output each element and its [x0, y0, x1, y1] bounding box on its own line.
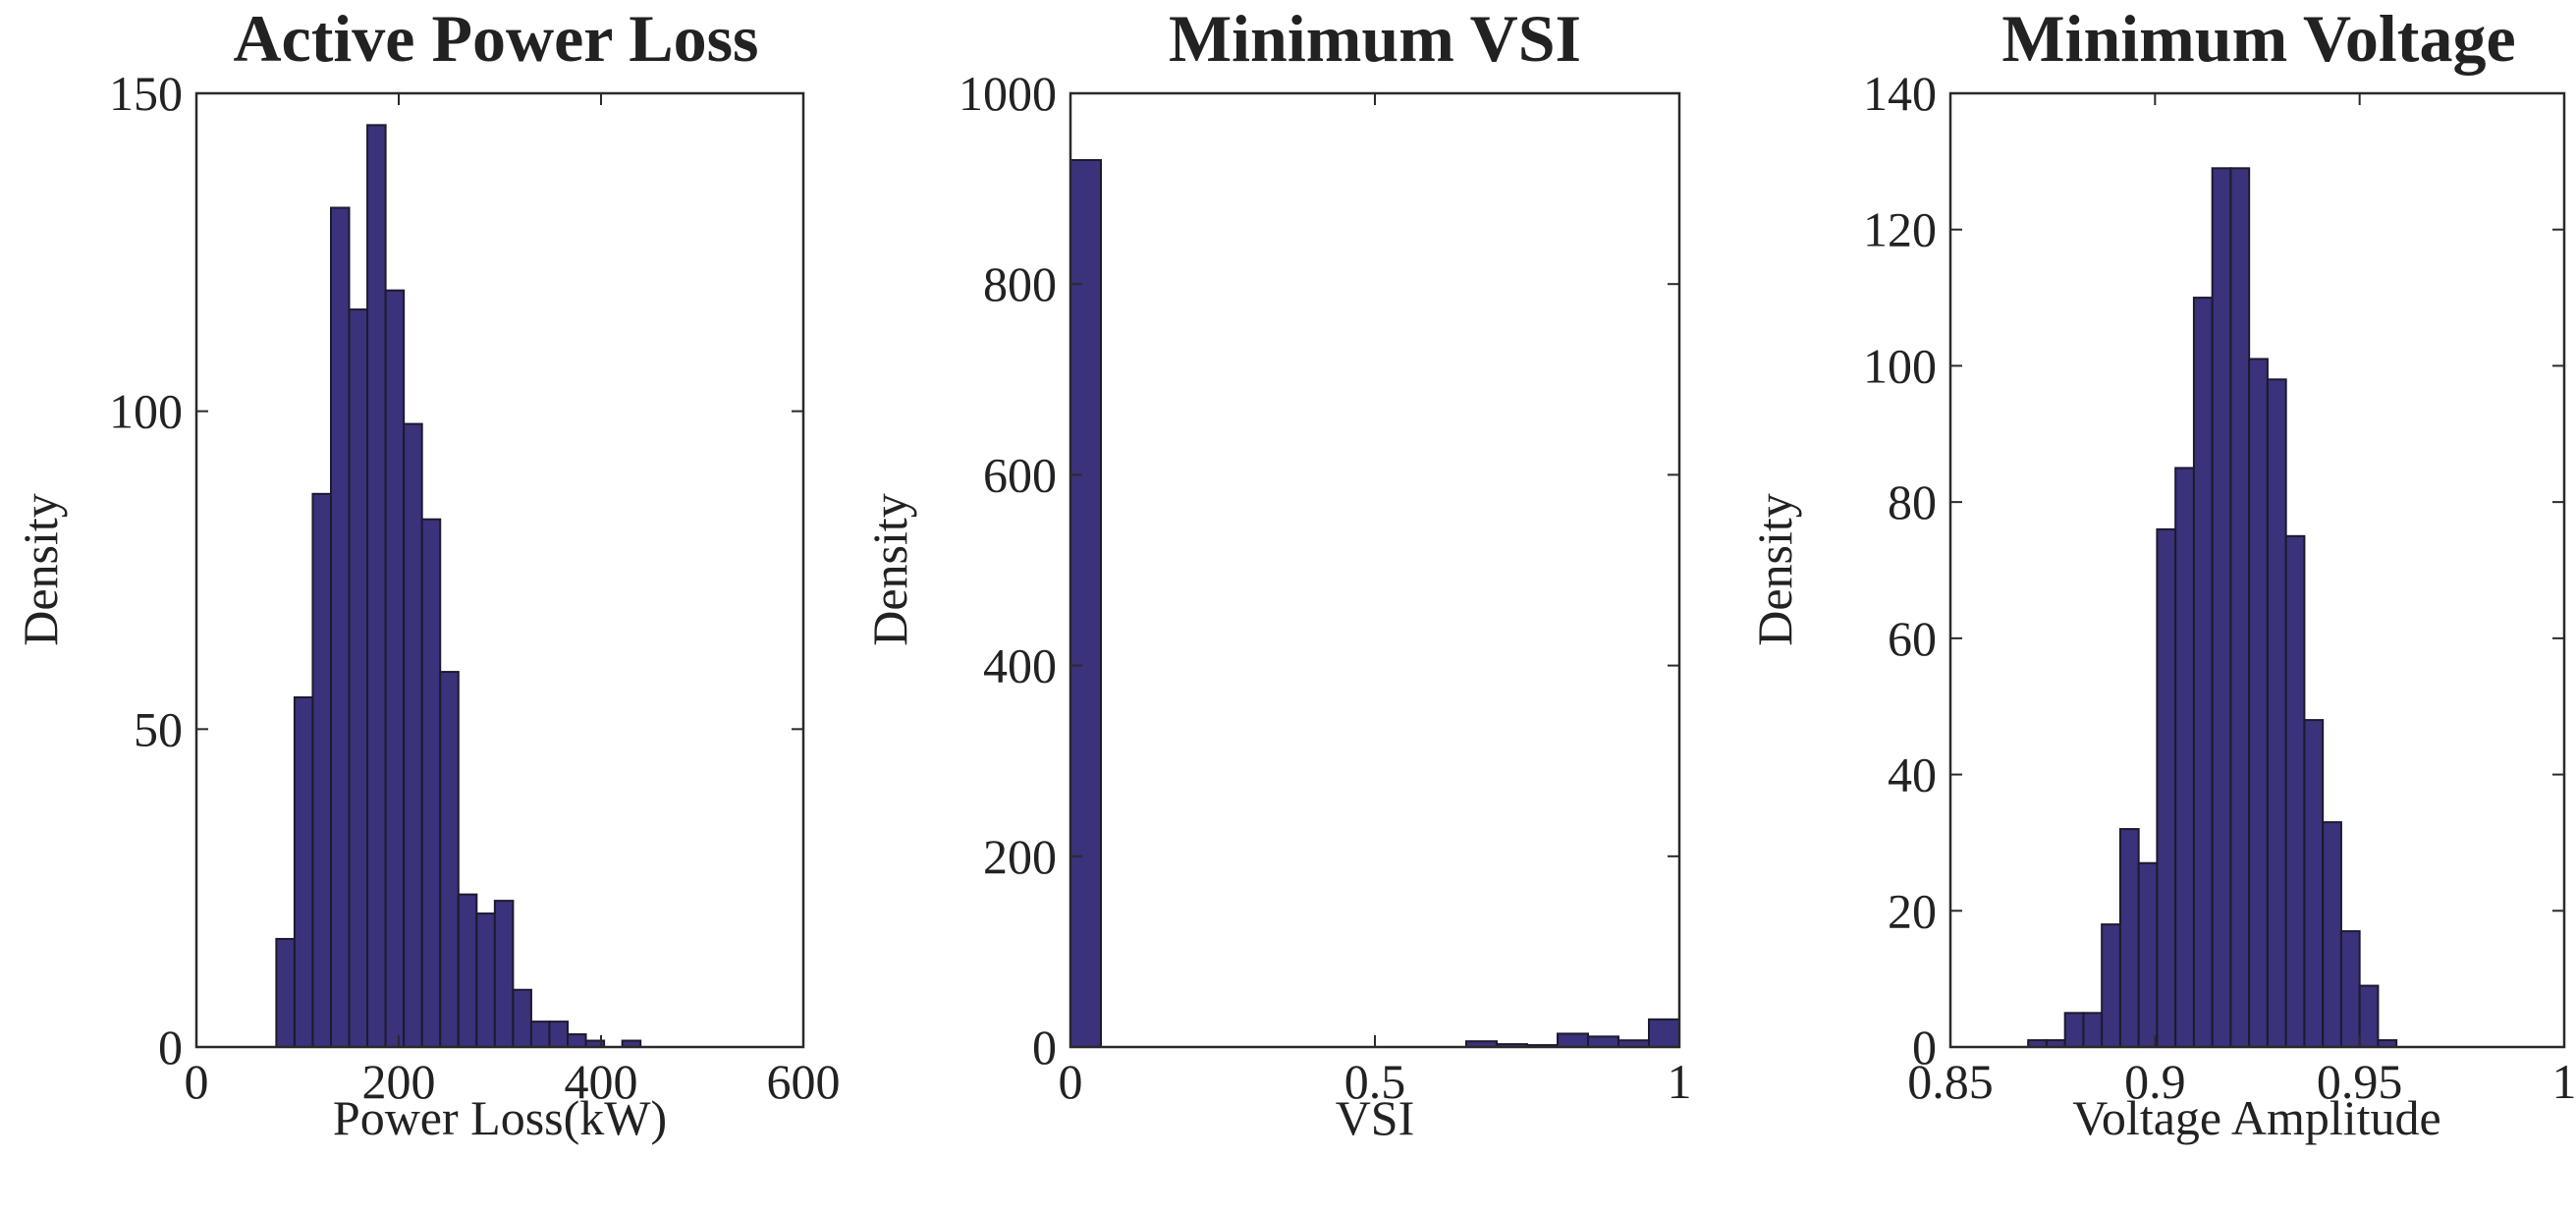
y-tick-label-minimum-voltage: 140: [1863, 66, 1937, 121]
histogram-bar: [548, 1021, 570, 1048]
x-axis-label-minimum-voltage: Voltage Amplitude: [2072, 1090, 2440, 1145]
histogram-bar: [2322, 821, 2342, 1048]
x-ticks-minimum-voltage: 0.85 0.9 0.95 1: [1907, 93, 2576, 1109]
axes-box-minimum-vsi: [1069, 91, 1681, 1049]
histogram-bar: [2284, 534, 2306, 1048]
y-tick-label-minimum-voltage: 20: [1888, 883, 1937, 938]
chart-title-minimum-vsi: Minimum VSI: [1169, 1, 1581, 76]
histogram-bar: [348, 308, 369, 1048]
y-tick-label-minimum-vsi: 400: [983, 638, 1057, 693]
y-tick-label-minimum-vsi: 0: [1032, 1020, 1057, 1075]
bars-active-power-loss: [275, 124, 642, 1049]
histogram-bar: [2082, 1012, 2104, 1048]
histogram-bar: [475, 912, 496, 1048]
chart-title-active-power-loss: Active Power Loss: [233, 1, 758, 76]
y-tick-label-minimum-voltage: 0: [1912, 1020, 1937, 1075]
histogram-bar: [1557, 1032, 1589, 1049]
x-axis-label-minimum-vsi: VSI: [1336, 1090, 1415, 1145]
histogram-bar: [366, 124, 387, 1049]
y-ticks-active-power-loss: 0 50 100 150: [109, 66, 803, 1075]
histogram-bar: [493, 900, 515, 1048]
histogram-bar: [567, 1033, 587, 1049]
x-tick-label-minimum-voltage: 0.85: [1907, 1054, 1994, 1109]
y-tick-label-active-power-loss: 150: [109, 66, 183, 121]
histogram-bar: [311, 492, 332, 1048]
y-tick-label-minimum-voltage: 100: [1863, 338, 1937, 393]
y-axis-label-minimum-voltage: Density: [1747, 493, 1802, 646]
histogram-bar: [2174, 467, 2195, 1048]
histogram-bar: [403, 422, 423, 1048]
y-tick-label-minimum-voltage: 60: [1888, 611, 1937, 666]
histogram-bar: [2358, 984, 2380, 1049]
histogram-bar: [2118, 828, 2140, 1048]
y-tick-label-minimum-voltage: 80: [1888, 474, 1937, 529]
x-ticks-minimum-vsi: 0 0.5 1: [1059, 93, 1692, 1109]
bars-minimum-voltage: [2027, 167, 2398, 1049]
y-tick-label-active-power-loss: 50: [134, 701, 183, 756]
histogram-bar: [293, 695, 314, 1048]
y-tick-label-active-power-loss: 100: [109, 384, 183, 439]
axes-box-active-power-loss: [194, 91, 805, 1049]
x-axis-label-active-power-loss: Power Loss(kW): [333, 1090, 667, 1145]
x-tick-label-minimum-vsi: 1: [1668, 1054, 1692, 1109]
histogram-bar: [2063, 1012, 2085, 1048]
histogram-bar: [275, 937, 296, 1049]
y-tick-label-minimum-vsi: 1000: [959, 66, 1057, 121]
x-tick-label-minimum-vsi: 0: [1059, 1054, 1083, 1109]
histogram-bar: [2229, 167, 2251, 1049]
histogram-bar: [512, 988, 532, 1048]
x-tick-label-active-power-loss: 400: [565, 1054, 638, 1109]
y-ticks-minimum-voltage: 0 20 40 60 80 100 120 140: [1863, 66, 2564, 1075]
y-ticks-minimum-vsi: 0 200 400 600 800 1000: [959, 66, 1679, 1075]
y-tick-label-minimum-voltage: 120: [1863, 202, 1937, 257]
x-tick-label-active-power-loss: 0: [185, 1054, 209, 1109]
histogram-bar: [2156, 527, 2177, 1048]
panel-active-power-loss: Active Power Loss 0 50 100 150 0 200 400 600 P…: [13, 1, 841, 1145]
y-axis-label-active-power-loss: Density: [13, 493, 68, 646]
bars-minimum-vsi: [1069, 158, 1680, 1049]
y-tick-label-minimum-vsi: 200: [983, 829, 1057, 884]
x-tick-label-minimum-vsi: 0.5: [1344, 1054, 1406, 1109]
histogram-bar: [2192, 297, 2214, 1048]
x-tick-label-minimum-voltage: 1: [2552, 1054, 2576, 1109]
histogram-bar: [1069, 158, 1102, 1049]
y-axis-label-minimum-vsi: Density: [862, 493, 917, 646]
chart-title-minimum-voltage: Minimum Voltage: [2001, 1, 2515, 76]
histogram-bar: [2101, 923, 2121, 1048]
x-ticks-active-power-loss: 0 200 400 600: [185, 93, 841, 1109]
histogram-bar: [1648, 1018, 1680, 1048]
x-tick-label-active-power-loss: 600: [767, 1054, 841, 1109]
x-tick-label-minimum-voltage: 0.95: [2317, 1054, 2403, 1109]
histogram-bar: [2248, 358, 2269, 1048]
histogram-bar: [2266, 378, 2287, 1048]
x-tick-label-minimum-voltage: 0.9: [2124, 1054, 2186, 1109]
histogram-bar: [420, 518, 442, 1048]
y-tick-label-minimum-voltage: 40: [1888, 747, 1937, 802]
histogram-bar: [2137, 861, 2159, 1048]
histogram-bar: [384, 289, 406, 1049]
axes-box-minimum-voltage: [1948, 91, 2566, 1049]
histogram-bar: [457, 893, 478, 1049]
y-tick-label-minimum-vsi: 600: [983, 447, 1057, 502]
histogram-bar: [2339, 930, 2361, 1049]
histogram-bar: [329, 206, 351, 1048]
y-tick-label-active-power-loss: 0: [158, 1020, 183, 1075]
histogram-bar: [2303, 719, 2325, 1049]
histogram-bar: [1587, 1035, 1619, 1048]
y-tick-label-minimum-vsi: 800: [983, 256, 1057, 311]
histogram-bar: [439, 671, 460, 1048]
x-tick-label-active-power-loss: 200: [362, 1054, 436, 1109]
histogram-bar: [2211, 167, 2232, 1049]
histogram-bar: [529, 1021, 551, 1048]
